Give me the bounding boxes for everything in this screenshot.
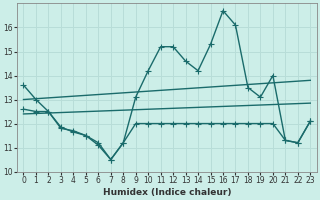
X-axis label: Humidex (Indice chaleur): Humidex (Indice chaleur) bbox=[103, 188, 231, 197]
